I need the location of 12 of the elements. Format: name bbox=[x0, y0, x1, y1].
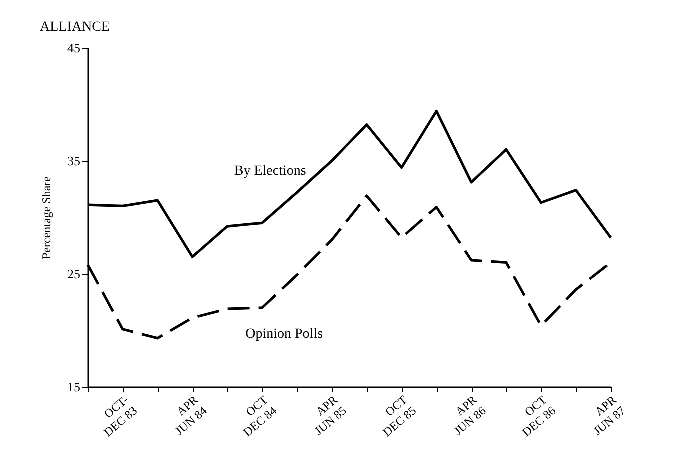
chart-title: ALLIANCE bbox=[40, 20, 110, 35]
y-tick-label: 15 bbox=[68, 380, 80, 394]
series-label: Opinion Polls bbox=[246, 326, 324, 342]
y-tick-label: 45 bbox=[68, 40, 80, 56]
y-axis-title: Percentage Share bbox=[40, 176, 54, 260]
x-tick-label: APR JUN 85 bbox=[312, 392, 350, 438]
x-tick-label: APR JUN 86 bbox=[451, 392, 489, 438]
series-label: By Elections bbox=[234, 164, 306, 180]
x-tick-label: APR JUN 84 bbox=[172, 392, 210, 438]
x-tick-label: APR JUN 87 bbox=[590, 392, 628, 438]
y-tick-label: 35 bbox=[68, 154, 80, 168]
y-tick-label: 25 bbox=[68, 266, 80, 282]
